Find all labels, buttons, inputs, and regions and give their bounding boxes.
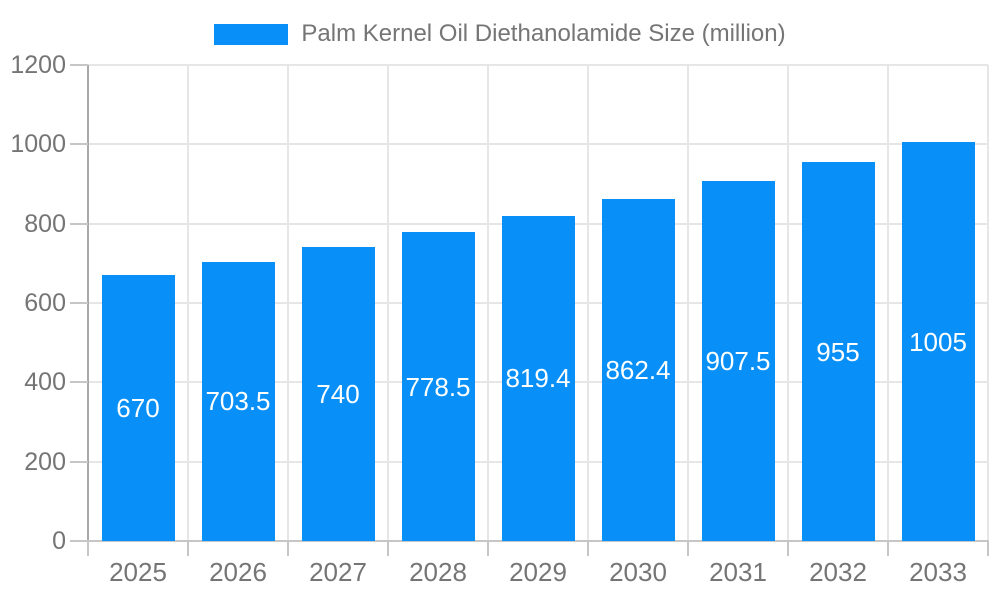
y-tick-label: 1000 xyxy=(10,130,66,159)
x-tick xyxy=(587,541,589,556)
x-tick-label: 2025 xyxy=(109,557,167,587)
bar[interactable] xyxy=(301,247,375,541)
x-tick xyxy=(787,541,789,556)
bar[interactable] xyxy=(801,162,875,541)
x-tick xyxy=(287,541,289,556)
y-tick xyxy=(70,540,88,542)
x-tick-label: 2033 xyxy=(909,557,967,587)
v-gridline xyxy=(987,65,989,541)
bar[interactable] xyxy=(601,198,675,541)
x-tick-label: 2028 xyxy=(409,557,467,587)
bar[interactable] xyxy=(701,181,775,541)
x-tick-label: 2027 xyxy=(309,557,367,587)
v-gridline xyxy=(687,65,689,541)
x-tick-label: 2030 xyxy=(609,557,667,587)
y-tick xyxy=(70,222,88,225)
v-gridline xyxy=(887,65,889,541)
bar[interactable] xyxy=(101,275,175,541)
y-tick xyxy=(70,302,88,304)
bar[interactable] xyxy=(201,261,275,541)
x-tick xyxy=(887,541,889,556)
chart-legend[interactable]: Palm Kernel Oil Diethanolamide Size (mil… xyxy=(0,20,1000,48)
x-tick-label: 2032 xyxy=(809,557,867,587)
x-axis-line xyxy=(87,540,989,542)
h-gridline xyxy=(88,143,988,146)
y-tick-label: 200 xyxy=(24,447,66,476)
x-tick xyxy=(387,541,389,556)
y-tick-label: 0 xyxy=(52,527,66,555)
legend-swatch-icon xyxy=(214,23,289,45)
h-gridline xyxy=(88,64,988,66)
x-tick-label: 2031 xyxy=(709,557,767,587)
y-tick-label: 800 xyxy=(24,209,66,238)
v-gridline xyxy=(187,65,189,541)
x-tick xyxy=(687,541,689,556)
bar[interactable] xyxy=(901,142,975,541)
x-tick xyxy=(987,541,989,556)
x-tick xyxy=(187,541,189,556)
y-tick xyxy=(70,381,88,384)
bar[interactable] xyxy=(401,232,475,541)
x-tick xyxy=(87,541,89,556)
bar[interactable] xyxy=(501,215,575,541)
v-gridline xyxy=(487,65,489,541)
y-axis-line xyxy=(87,65,89,543)
y-tick-label: 600 xyxy=(24,289,66,317)
y-tick-label: 1200 xyxy=(10,51,66,79)
y-tick-label: 400 xyxy=(24,368,66,397)
x-tick-label: 2029 xyxy=(509,557,567,587)
y-tick xyxy=(70,460,88,463)
x-tick-label: 2026 xyxy=(209,557,267,587)
legend-label: Palm Kernel Oil Diethanolamide Size (mil… xyxy=(301,20,786,47)
v-gridline xyxy=(587,65,589,541)
v-gridline xyxy=(787,65,789,541)
y-tick xyxy=(70,64,88,66)
v-gridline xyxy=(287,65,289,541)
v-gridline xyxy=(387,65,389,541)
y-tick xyxy=(70,143,88,146)
x-tick xyxy=(487,541,489,556)
